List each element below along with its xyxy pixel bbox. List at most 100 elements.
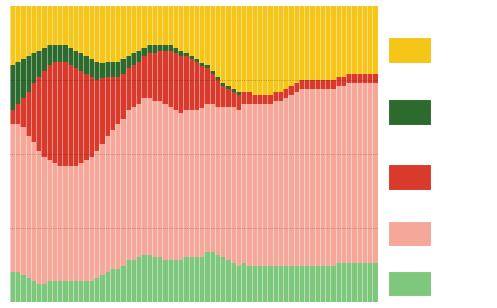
Bar <box>125 68 131 110</box>
Bar <box>309 80 315 89</box>
Bar <box>183 6 189 54</box>
Bar <box>68 281 73 302</box>
Bar <box>210 252 215 302</box>
Bar <box>68 166 73 281</box>
Bar <box>131 65 136 107</box>
Bar <box>167 6 173 45</box>
Bar <box>47 281 52 302</box>
Bar <box>147 254 152 302</box>
Bar <box>199 63 204 66</box>
Bar <box>10 65 15 110</box>
Bar <box>83 160 89 281</box>
Bar <box>247 92 251 104</box>
Bar <box>147 54 152 98</box>
Bar <box>362 6 367 74</box>
Bar <box>215 77 220 80</box>
Bar <box>83 6 89 56</box>
Bar <box>99 6 104 63</box>
Bar <box>194 62 199 110</box>
Bar <box>231 89 236 92</box>
Bar <box>10 124 15 272</box>
Bar <box>41 6 47 47</box>
Bar <box>241 6 247 92</box>
Bar <box>262 95 267 104</box>
Bar <box>278 6 283 92</box>
Bar <box>272 101 278 266</box>
Bar <box>120 6 126 59</box>
Bar <box>157 51 163 101</box>
Bar <box>162 6 167 45</box>
Bar <box>57 281 63 302</box>
Bar <box>131 107 136 261</box>
Bar <box>257 6 262 95</box>
Bar <box>15 104 20 124</box>
Bar <box>362 263 367 302</box>
Bar <box>115 124 120 269</box>
Bar <box>173 47 178 54</box>
Bar <box>225 6 231 86</box>
Bar <box>173 6 178 47</box>
Bar <box>131 261 136 302</box>
Bar <box>204 252 210 302</box>
Bar <box>304 80 310 89</box>
Bar <box>315 80 320 89</box>
Bar <box>52 62 57 163</box>
Bar <box>88 157 94 281</box>
Bar <box>104 77 110 136</box>
Bar <box>251 6 257 95</box>
Bar <box>36 151 42 284</box>
Bar <box>41 47 47 71</box>
Bar <box>136 51 141 62</box>
Bar <box>346 263 351 302</box>
Bar <box>152 6 157 45</box>
Bar <box>220 86 226 107</box>
Bar <box>115 6 120 62</box>
Bar <box>199 6 204 63</box>
Bar <box>15 62 20 104</box>
Bar <box>251 266 257 302</box>
Bar <box>188 59 194 110</box>
Bar <box>362 74 367 83</box>
Bar <box>351 6 357 74</box>
Bar <box>325 80 331 89</box>
Bar <box>267 6 273 95</box>
Bar <box>351 74 357 83</box>
Bar <box>88 59 94 77</box>
Bar <box>389 164 432 191</box>
Bar <box>372 83 378 263</box>
Bar <box>225 86 231 89</box>
Bar <box>94 6 99 62</box>
Bar <box>236 95 241 110</box>
Bar <box>331 6 336 80</box>
Bar <box>194 59 199 62</box>
Bar <box>115 269 120 302</box>
Bar <box>36 51 42 77</box>
Bar <box>73 166 79 281</box>
Bar <box>220 257 226 302</box>
Bar <box>73 6 79 51</box>
Bar <box>99 63 104 78</box>
Bar <box>57 6 63 45</box>
Bar <box>294 92 299 266</box>
Bar <box>141 98 147 254</box>
Bar <box>315 266 320 302</box>
Bar <box>325 89 331 266</box>
Bar <box>88 281 94 302</box>
Bar <box>26 56 31 92</box>
Bar <box>231 6 236 89</box>
Bar <box>99 275 104 302</box>
Bar <box>299 6 304 80</box>
Bar <box>157 6 163 45</box>
Bar <box>41 71 47 157</box>
Bar <box>283 98 288 266</box>
Bar <box>267 266 273 302</box>
Bar <box>231 263 236 302</box>
Bar <box>215 107 220 254</box>
Bar <box>335 86 341 263</box>
Bar <box>15 6 20 62</box>
Bar <box>178 56 183 113</box>
Bar <box>194 110 199 257</box>
Bar <box>220 107 226 257</box>
Bar <box>304 6 310 80</box>
Bar <box>31 142 36 281</box>
